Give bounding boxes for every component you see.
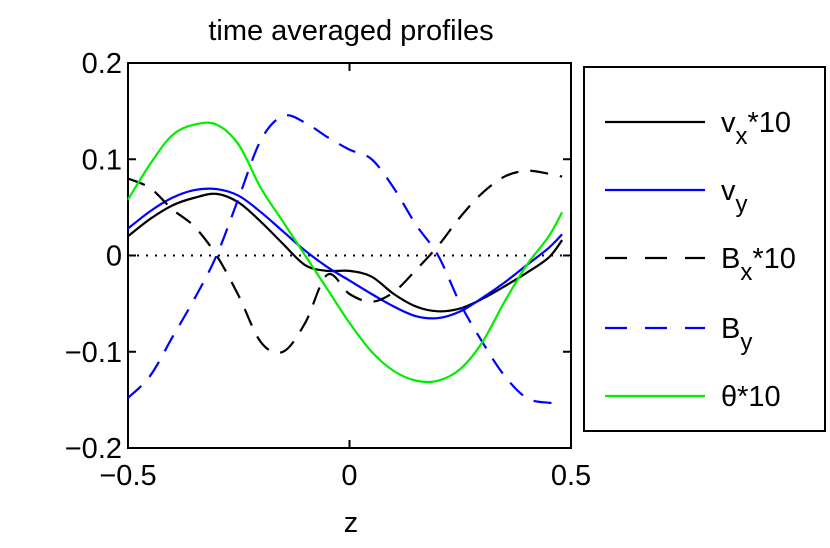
tick-labels: −0.2 −0.1 0 0.1 0.2 −0.5 0 0.5 [65, 48, 591, 492]
series-line-2 [127, 169, 563, 355]
x-axis-label: z [344, 507, 359, 539]
legend-label-4: θ*10 [721, 381, 781, 413]
y-tick-label: 0 [106, 241, 122, 273]
series-line-4 [127, 121, 564, 384]
legend-label-0: vx*10 [721, 107, 791, 150]
legend-label-2: Bx*10 [721, 243, 796, 286]
legend: vx*10 vy Bx*10 By θ*10 [605, 107, 796, 413]
y-tick-label: 0.1 [82, 144, 122, 176]
legend-label-3: By [721, 313, 752, 356]
x-tick-label: 0.5 [551, 460, 591, 492]
x-tick-label: −0.5 [99, 460, 156, 492]
legend-box [583, 66, 826, 432]
chart-title: time averaged profiles [208, 15, 493, 47]
series-line-1 [127, 187, 563, 320]
x-tick-label: 0 [341, 460, 357, 492]
legend-label-1: vy [721, 175, 748, 218]
plot-area [127, 62, 572, 449]
series-line-3 [127, 114, 563, 405]
y-tick-label: −0.2 [65, 433, 122, 465]
y-tick-label: −0.1 [65, 337, 122, 369]
series-line-0 [127, 192, 564, 313]
axis-ticks [127, 62, 572, 449]
series-group [127, 114, 564, 405]
y-tick-label: 0.2 [82, 48, 122, 80]
